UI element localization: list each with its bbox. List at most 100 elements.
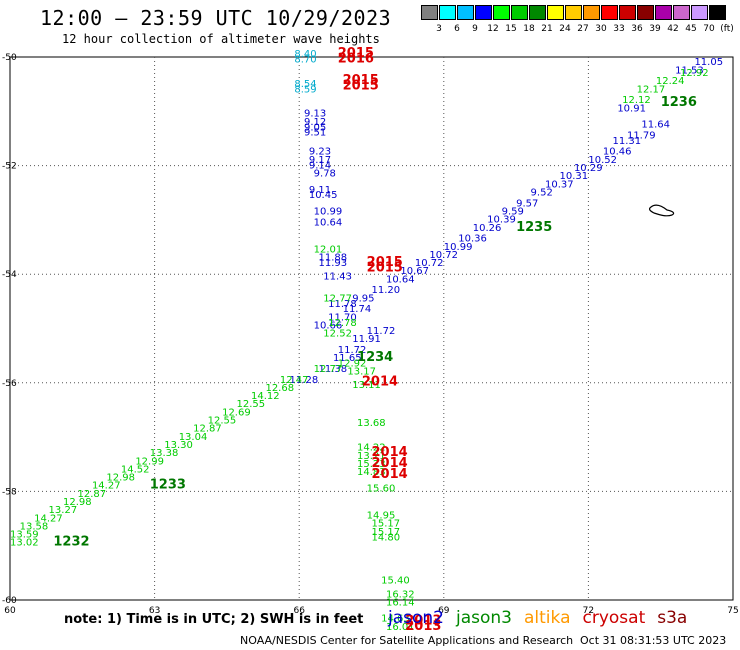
pass-number-label: 2015 xyxy=(343,79,379,94)
color-scale-label: 45 xyxy=(685,24,697,34)
longitude-label: 63 xyxy=(149,606,160,616)
wave-height-reading: 11.91 xyxy=(352,334,381,345)
wave-height-reading: 11.20 xyxy=(372,285,401,296)
wave-height-reading: 13.58 xyxy=(20,521,49,532)
wave-height-reading: 14.63 xyxy=(381,614,410,625)
wave-height-reading: 16.32 xyxy=(386,589,415,600)
wave-height-reading: 10.99 xyxy=(314,206,343,217)
wave-height-reading: 14.95 xyxy=(367,511,396,522)
wave-height-reading: 12.55 xyxy=(237,399,266,410)
pass-number-label: 2014 xyxy=(372,456,408,471)
wave-height-reading: 15.23 xyxy=(357,459,386,470)
longitude-label: 75 xyxy=(727,606,738,616)
mission-s3a: s3a xyxy=(657,608,688,628)
color-scale-label: 12 xyxy=(487,24,499,34)
pass-number-label: 1232 xyxy=(53,535,89,550)
island-outline xyxy=(648,204,675,217)
wave-height-reading: 10.72 xyxy=(429,250,458,261)
page-title: 12:00 — 23:59 UTC 10/29/2023 xyxy=(40,6,392,30)
wave-height-reading: 12.87 xyxy=(193,424,222,435)
wave-height-reading: 13.68 xyxy=(357,418,386,429)
wave-height-reading: 12.69 xyxy=(222,407,251,418)
wave-height-reading: 14.22 xyxy=(357,443,386,454)
wave-height-reading: 9.23 xyxy=(309,147,331,158)
color-scale-label: 30 xyxy=(595,24,607,34)
wave-height-reading: 8.70 xyxy=(294,54,316,65)
wave-height-reading: 13.30 xyxy=(164,440,193,451)
pass-number-label: 2015 xyxy=(338,46,374,61)
wave-height-reading: 15.60 xyxy=(367,483,396,494)
wave-height-reading: 14.80 xyxy=(372,532,401,543)
pass-number-label: 2014 xyxy=(372,467,408,482)
color-scale-swatch xyxy=(547,5,564,20)
wave-height-reading: 16.01 xyxy=(386,622,415,633)
wave-height-reading: 11.88 xyxy=(318,253,347,264)
color-scale-label: 18 xyxy=(523,24,535,34)
color-scale-swatch xyxy=(565,5,582,20)
pass-number-label: 2014 xyxy=(372,445,408,460)
wave-height-reading: 12.68 xyxy=(265,383,294,394)
wave-height-reading: 9.14 xyxy=(309,160,331,171)
wave-height-reading: 10.67 xyxy=(400,266,429,277)
wave-height-reading: 11.43 xyxy=(323,272,352,283)
color-scale-label: 3 xyxy=(436,24,442,34)
wave-height-reading: 12.78 xyxy=(328,318,357,329)
wave-height-reading: 11.70 xyxy=(328,312,357,323)
mission-cryosat: cryosat xyxy=(582,608,646,628)
wave-height-reading: 12.52 xyxy=(323,329,352,340)
color-scale-swatch xyxy=(601,5,618,20)
pass-number-label: 1233 xyxy=(150,478,186,493)
longitude-label: 69 xyxy=(438,606,450,616)
color-scale-label: 70 xyxy=(703,24,715,34)
wave-height-reading: 10.52 xyxy=(588,155,617,166)
map-frame xyxy=(9,56,734,601)
wave-height-reading: 10.64 xyxy=(386,274,415,285)
generated-timestamp: Oct 31 08:31:53 UTC 2023 xyxy=(580,634,727,647)
color-scale-swatch xyxy=(655,5,672,20)
wave-height-reading: 10.66 xyxy=(314,321,343,332)
pass-number-label: 2015 xyxy=(367,260,403,275)
wave-height-reading: 12.99 xyxy=(135,456,164,467)
wave-height-reading: 8.59 xyxy=(294,84,316,95)
wave-height-reading: 15.17 xyxy=(372,519,401,530)
wave-height-reading: 11.93 xyxy=(318,258,347,269)
wave-height-reading: 12.12 xyxy=(622,95,651,106)
wave-height-reading: 11.31 xyxy=(613,136,642,147)
wave-height-reading: 11.05 xyxy=(694,57,723,68)
wave-height-reading: 11.79 xyxy=(627,130,656,141)
wave-height-reading: 11.28 xyxy=(290,375,319,386)
latitude-label: -58 xyxy=(2,487,17,497)
mission-jason2: jason2 xyxy=(388,608,444,628)
wave-height-reading: 10.64 xyxy=(314,217,343,228)
wave-height-reading: 12.87 xyxy=(77,489,106,500)
color-scale-swatch xyxy=(439,5,456,20)
wave-height-reading: 13.02 xyxy=(10,538,39,549)
wave-height-reading: 12.17 xyxy=(637,84,666,95)
map-grid xyxy=(9,56,734,601)
mission-jason3: jason3 xyxy=(456,608,512,628)
latitude-label: -54 xyxy=(2,270,17,280)
longitude-label: 72 xyxy=(583,606,594,616)
wave-height-reading: 10.46 xyxy=(603,147,632,158)
color-scale-label: 9 xyxy=(472,24,478,34)
wave-height-reading: 11.72 xyxy=(338,345,367,356)
altimeter-readings: 9.139.129.059.519.239.179.149.789.1110.4… xyxy=(10,49,723,633)
wave-height-reading: 16.14 xyxy=(386,597,415,608)
color-scale-label: 36 xyxy=(631,24,643,34)
wave-height-reading: 15.40 xyxy=(381,576,410,587)
latitude-label: -56 xyxy=(2,379,17,389)
wave-height-reading: 14.52 xyxy=(121,464,150,475)
wave-height-reading: 9.51 xyxy=(304,128,326,139)
wave-height-reading: 12.47 xyxy=(280,375,309,386)
pass-number-label: 2014 xyxy=(362,375,398,390)
wave-height-reading: 13.59 xyxy=(10,530,39,541)
wave-height-reading: 9.57 xyxy=(516,198,538,209)
wave-height-reading: 10.37 xyxy=(545,179,574,190)
wave-height-reading: 9.12 xyxy=(304,117,326,128)
color-scale-swatch xyxy=(709,5,726,20)
wave-height-reading: 12.55 xyxy=(208,416,237,427)
wave-height-reading: 8.54 xyxy=(294,79,316,90)
wave-height-reading: 10.99 xyxy=(444,242,473,253)
units-note: note: 1) Time is in UTC; 2) SWH is in fe… xyxy=(64,612,364,627)
wave-height-reading: 11.53 xyxy=(675,65,704,76)
